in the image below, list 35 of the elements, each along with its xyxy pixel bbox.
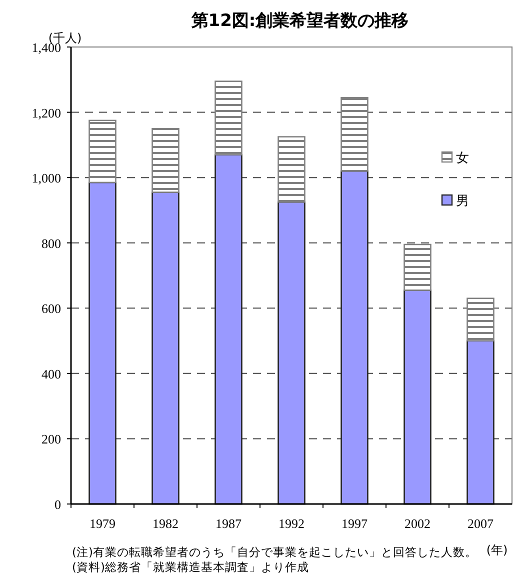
bar — [152, 128, 180, 193]
x-tick-label: 1982 — [152, 516, 178, 531]
x-tick-label: 1997 — [342, 516, 368, 531]
bar — [466, 298, 494, 342]
bar — [214, 80, 242, 156]
x-tick-label: 1992 — [278, 516, 304, 531]
y-tick-label: 400 — [42, 366, 61, 382]
y-tick-label: 800 — [42, 236, 61, 251]
x-axis-title: (年) — [486, 543, 508, 557]
chart-title: 第12図:創業希望者数の推移 — [190, 11, 409, 31]
y-tick-label: 1,000 — [32, 170, 61, 186]
x-tick-label: 1987 — [216, 516, 242, 531]
bar — [152, 192, 180, 505]
bar — [404, 244, 432, 291]
y-tick-label: 1,200 — [32, 105, 61, 120]
bar — [404, 290, 432, 505]
bar — [340, 170, 368, 505]
x-tick-label: 2002 — [404, 516, 430, 531]
bar — [214, 154, 242, 505]
x-tick-label: 1979 — [90, 516, 116, 531]
bar — [88, 182, 116, 505]
y-tick-label: 600 — [42, 301, 61, 316]
bar — [466, 340, 494, 505]
text: (注)有業の転職希望者のうち「自分で事業を起こしたい」と回答した人数。 — [72, 545, 477, 559]
legend-label: 男 — [456, 194, 469, 209]
x-tick-label: 2007 — [468, 516, 494, 531]
bar — [278, 136, 306, 203]
y-tick-label: 0 — [54, 497, 61, 512]
y-tick-label: 200 — [42, 432, 61, 447]
bar — [340, 96, 368, 172]
bar — [88, 120, 116, 184]
y-axis-title: (千人) — [48, 31, 82, 45]
text: (資料)総務省「就業構造基本調査」より作成 — [72, 560, 309, 574]
bar — [278, 201, 306, 505]
legend-label: 女 — [456, 151, 469, 166]
